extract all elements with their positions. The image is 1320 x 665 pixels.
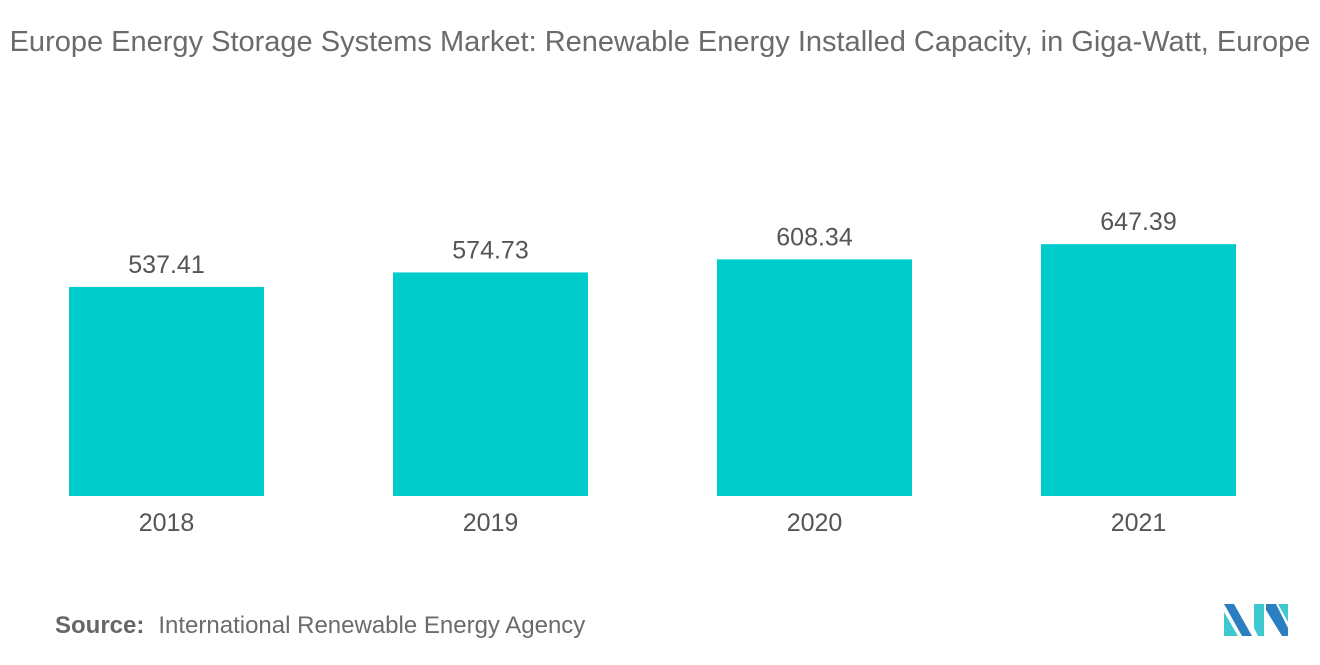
bar-2018 <box>69 286 264 496</box>
bar-chart: 537.41 2018 574.73 2019 608.34 2020 647.39 2021 <box>69 208 1236 537</box>
data-label: 574.73 <box>452 236 528 264</box>
x-tick-label: 2020 <box>787 509 843 537</box>
source-note: Source: International Renewable Energy Ag… <box>55 612 585 640</box>
source-label: Source: <box>55 612 145 639</box>
x-tick-label: 2019 <box>463 509 519 537</box>
source-text: International Renewable Energy Agency <box>158 612 586 639</box>
x-tick-label: 2021 <box>1111 509 1167 537</box>
x-tick-label: 2018 <box>139 509 195 537</box>
company-logo <box>1224 604 1288 636</box>
data-label: 647.39 <box>1100 208 1176 236</box>
data-label: 537.41 <box>128 251 204 279</box>
bar-2019 <box>393 272 588 496</box>
bar-2020 <box>717 259 912 496</box>
bar-2021 <box>1041 244 1236 496</box>
data-label: 608.34 <box>776 223 853 251</box>
chart-title: Europe Energy Storage Systems Market: Re… <box>9 26 1311 58</box>
